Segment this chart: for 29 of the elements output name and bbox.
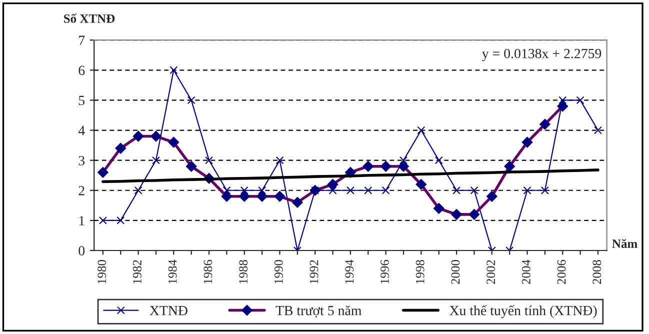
x-tick-label: 2006 xyxy=(557,260,566,284)
x-tick-label: 1998 xyxy=(416,260,424,284)
x-tick-label: 1984 xyxy=(168,260,177,284)
y-tick-label: 2 xyxy=(78,186,84,196)
y-tick-label: 1 xyxy=(79,216,84,226)
legend-label: Xu thế tuyến tính (XTNĐ) xyxy=(450,305,597,318)
annotation: y = 0.0138x + 2.2759 xyxy=(482,48,602,62)
x-tick-label: 2000 xyxy=(451,260,460,284)
legend-label: TB trượt 5 năm xyxy=(276,306,362,318)
x-tick-label: 1988 xyxy=(239,260,248,284)
x-tick-label: 1994 xyxy=(345,260,354,284)
x-tick-label: 1992 xyxy=(310,260,318,284)
y-tick-label: 6 xyxy=(78,66,85,76)
x-tick-label: 2002 xyxy=(486,260,496,284)
x-axis-title: Năm xyxy=(612,239,638,248)
y-axis-title: Số XTNĐ xyxy=(64,14,115,23)
x-tick-label: 1982 xyxy=(132,260,142,284)
x-tick-label: 1986 xyxy=(204,260,212,284)
x-tick-label: 2004 xyxy=(522,260,530,284)
x-tick-label: 1980 xyxy=(98,260,106,284)
x-tick-label: 2008 xyxy=(592,260,602,284)
x-tick-label: 1990 xyxy=(274,260,283,284)
y-tick-label: 5 xyxy=(78,96,85,106)
y-tick-label: 4 xyxy=(78,126,85,136)
y-tick-label: 7 xyxy=(79,36,85,45)
y-tick-label: 0 xyxy=(78,246,85,256)
legend-label: XTNĐ xyxy=(150,306,188,316)
x-tick-label: 1996 xyxy=(380,260,389,284)
y-tick-label: 3 xyxy=(78,156,85,166)
